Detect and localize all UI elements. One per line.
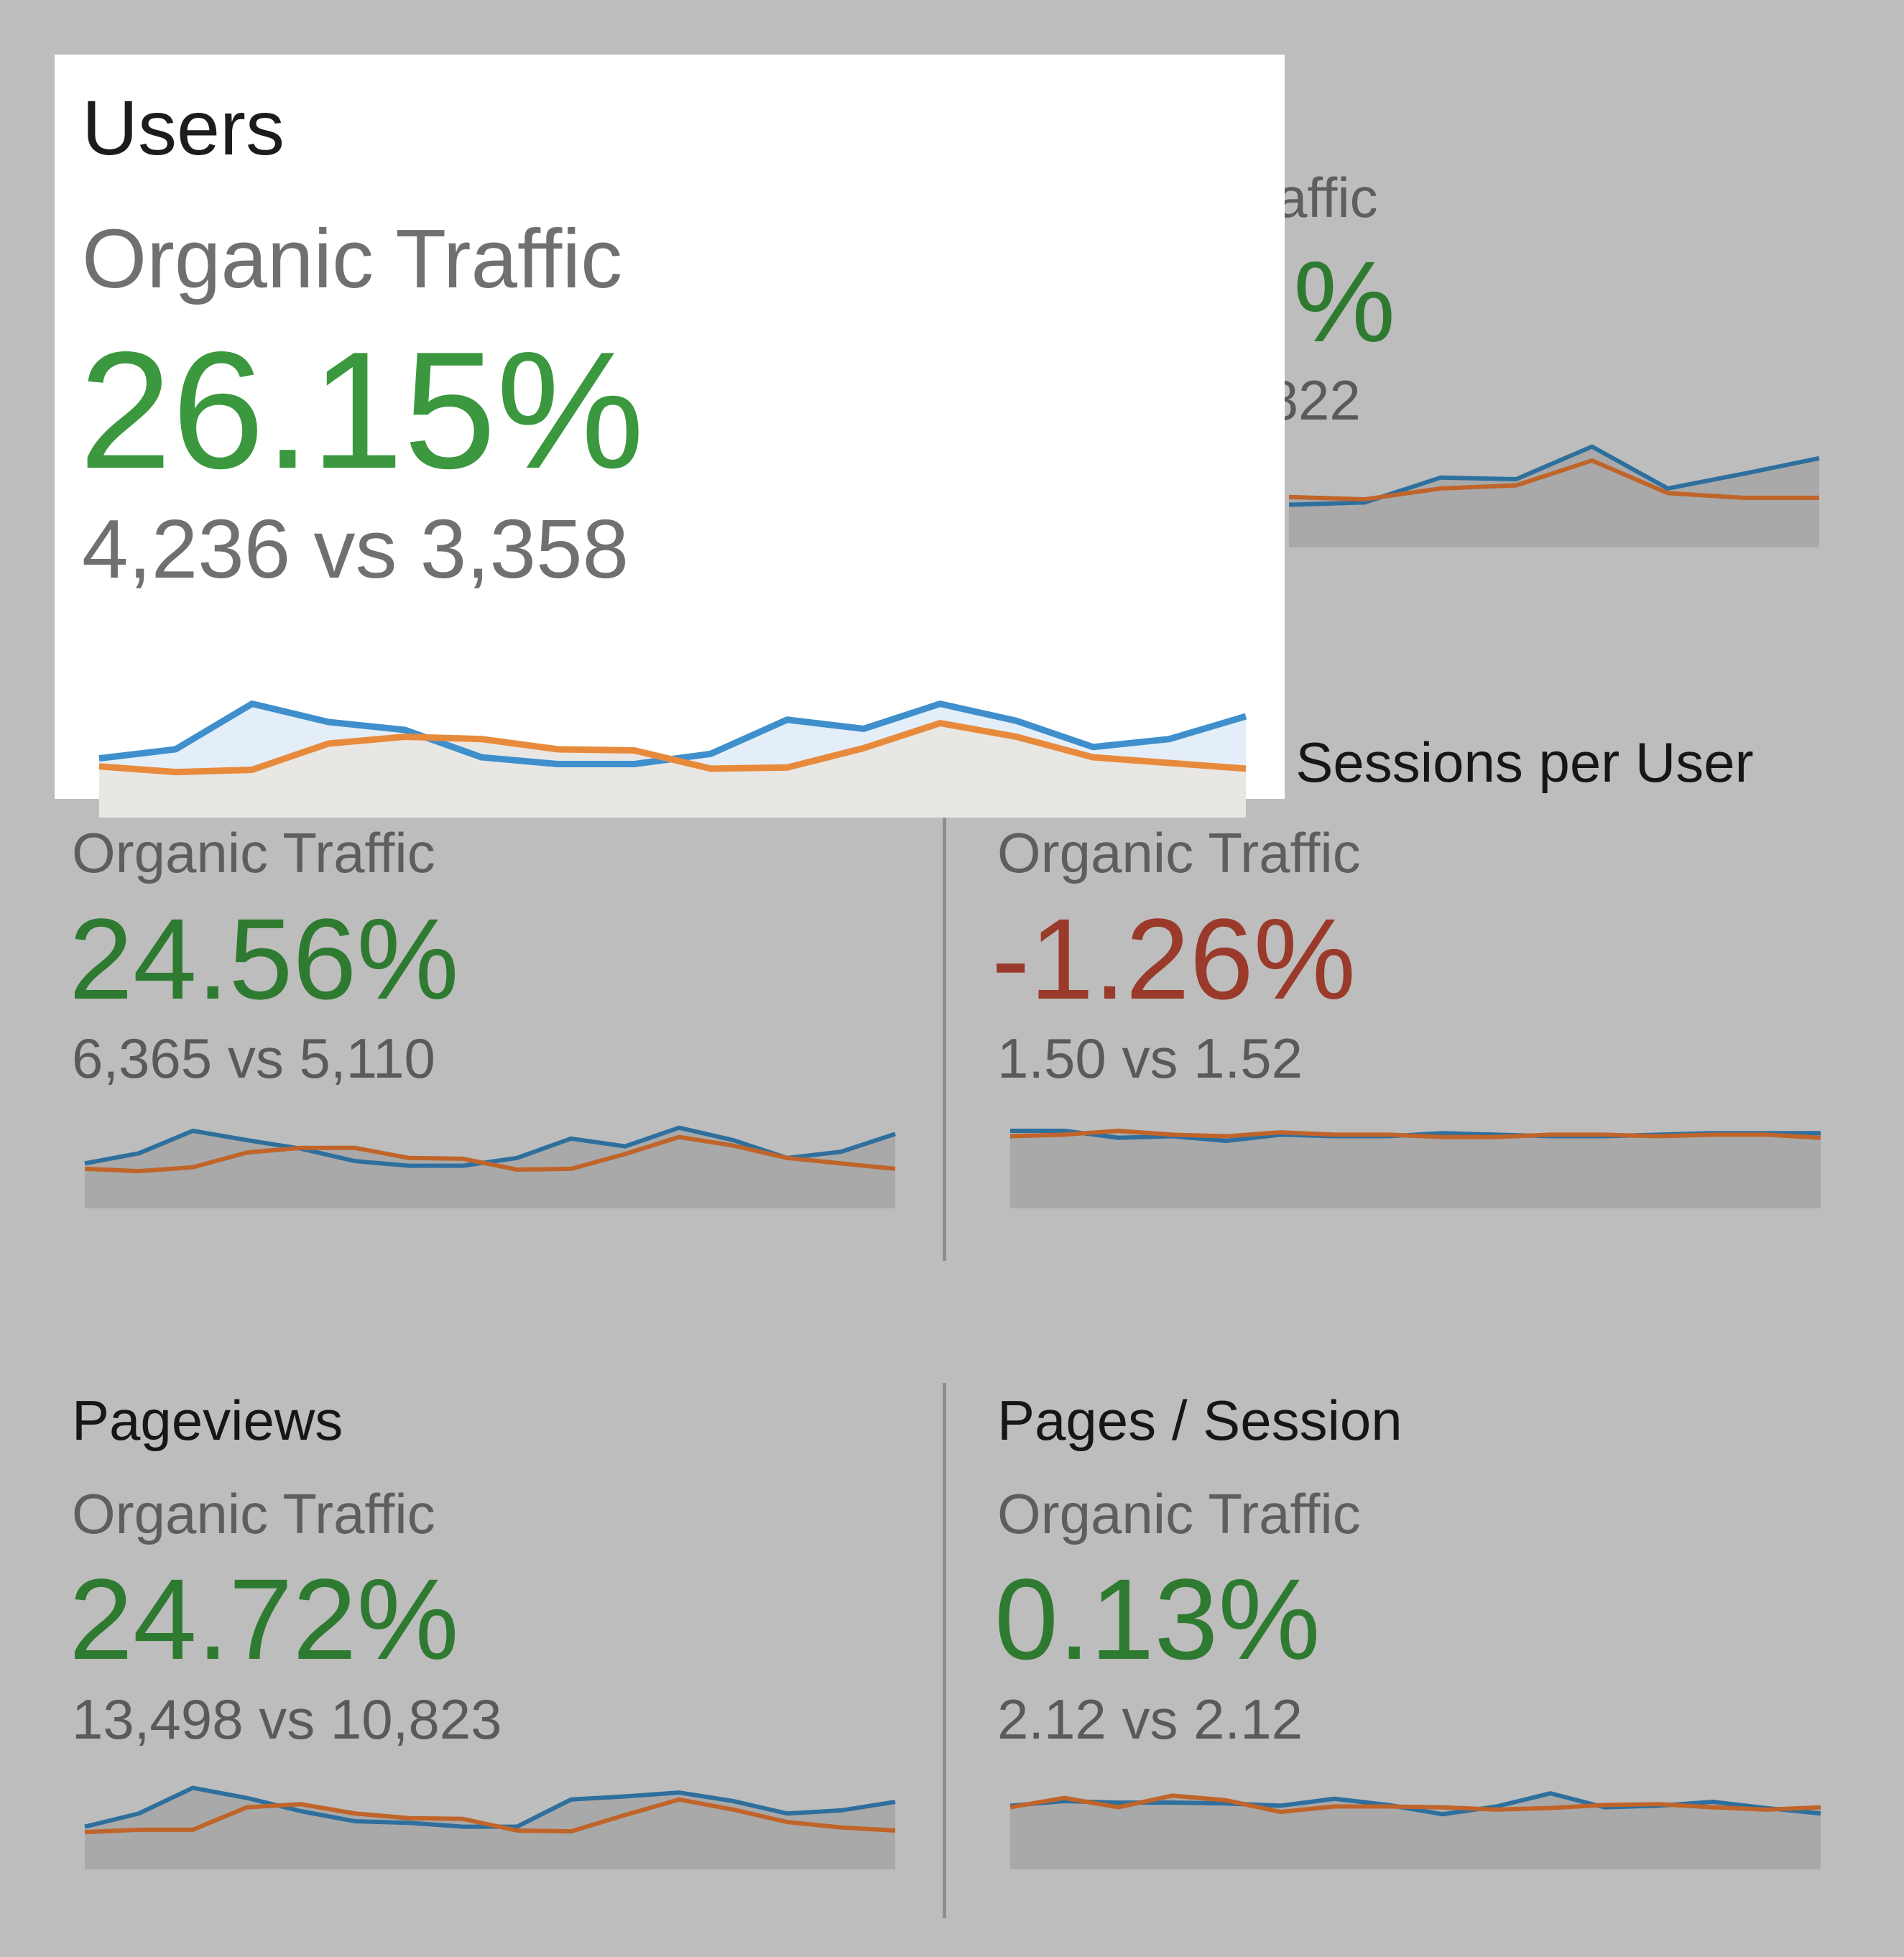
card-subtitle: Organic Traffic (82, 212, 623, 305)
sessions-per-user-card[interactable]: f Sessions per User Organic Traffic -1.2… (947, 718, 1904, 1264)
users-sparkline (98, 700, 1247, 818)
card-subtitle: affic (1276, 166, 1378, 229)
card-title: f Sessions per User (1265, 731, 1754, 794)
comparison-values: 6,365 vs 5,110 (72, 1027, 435, 1090)
current-period-line (84, 1125, 896, 1168)
card-subtitle: Organic Traffic (997, 1482, 1361, 1545)
new-users-sparkline (84, 1125, 896, 1208)
previous-period-line (84, 1797, 896, 1835)
column-divider (943, 1383, 946, 1918)
change-percentage: 26.15% (79, 318, 644, 504)
new-users-card[interactable]: Organic Traffic 24.56% 6,365 vs 5,110 (0, 718, 941, 1264)
current-period-area (1010, 1793, 1821, 1869)
change-percentage: 24.72% (69, 1555, 459, 1683)
current-period-area (1010, 1131, 1821, 1208)
card-subtitle: Organic Traffic (72, 1482, 435, 1545)
change-percentage: 24.56% (69, 894, 459, 1023)
change-percentage: % (1293, 237, 1396, 366)
previous-period-area (99, 723, 1246, 818)
users-card-highlight[interactable]: Users Organic Traffic 26.15% 4,236 vs 3,… (55, 55, 1285, 818)
previous-period-line (1288, 458, 1819, 502)
card-subtitle: Organic Traffic (72, 821, 435, 884)
pageviews-card[interactable]: Pageviews Organic Traffic 24.72% 13,498 … (0, 1365, 941, 1933)
card-title: Pages / Session (997, 1389, 1402, 1452)
previous-period-line (1009, 1793, 1821, 1815)
card-subtitle: Organic Traffic (997, 821, 1361, 884)
comparison-values: 1.50 vs 1.52 (997, 1027, 1303, 1090)
sessions-per-user-sparkline (1009, 1129, 1821, 1208)
pages-per-session-card[interactable]: Pages / Session Organic Traffic 0.13% 2.… (947, 1365, 1904, 1933)
pageviews-sparkline (84, 1785, 896, 1869)
previous-period-line (84, 1134, 896, 1174)
sessions-card[interactable]: s affic % ,822 (0, 0, 1904, 718)
sessions-sparkline (1288, 444, 1820, 547)
change-percentage: -1.26% (992, 894, 1356, 1023)
comparison-values: 13,498 vs 10,823 (72, 1688, 502, 1751)
card-title: Pageviews (72, 1389, 343, 1452)
previous-period-line (1009, 1129, 1821, 1140)
pages-per-session-sparkline (1009, 1791, 1821, 1869)
comparison-values: 4,236 vs 3,358 (82, 502, 629, 596)
current-period-area (85, 1127, 895, 1208)
current-period-area (1289, 446, 1819, 547)
previous-period-line (98, 720, 1247, 776)
card-title: Users (82, 84, 285, 171)
comparison-values: 2.12 vs 2.12 (997, 1688, 1303, 1751)
change-percentage: 0.13% (994, 1555, 1321, 1683)
column-divider (943, 797, 946, 1261)
